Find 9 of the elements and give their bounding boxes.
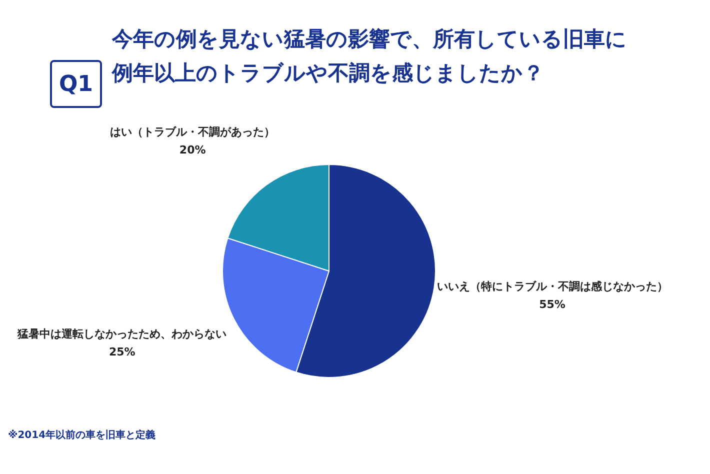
slice-label: 猛暑中は運転しなかったため、わからない [16,327,227,340]
chart-subtitle: Q1 [50,60,102,108]
slice-label: いいえ（特にトラブル・不調は感じなかった） [436,280,668,293]
slice-label: はい（トラブル・不調があった） [110,126,276,139]
data-label: 20% [179,144,206,157]
text: ※2014年以前の車を旧車と定義 [8,428,156,442]
data-label: 55% [539,298,566,311]
data-label: 25% [108,345,136,358]
chart-title: 今年の例を見ない猛暑の影響で、所有している旧車に例年以上のトラブルや不調を感じましたか？ [112,26,628,87]
